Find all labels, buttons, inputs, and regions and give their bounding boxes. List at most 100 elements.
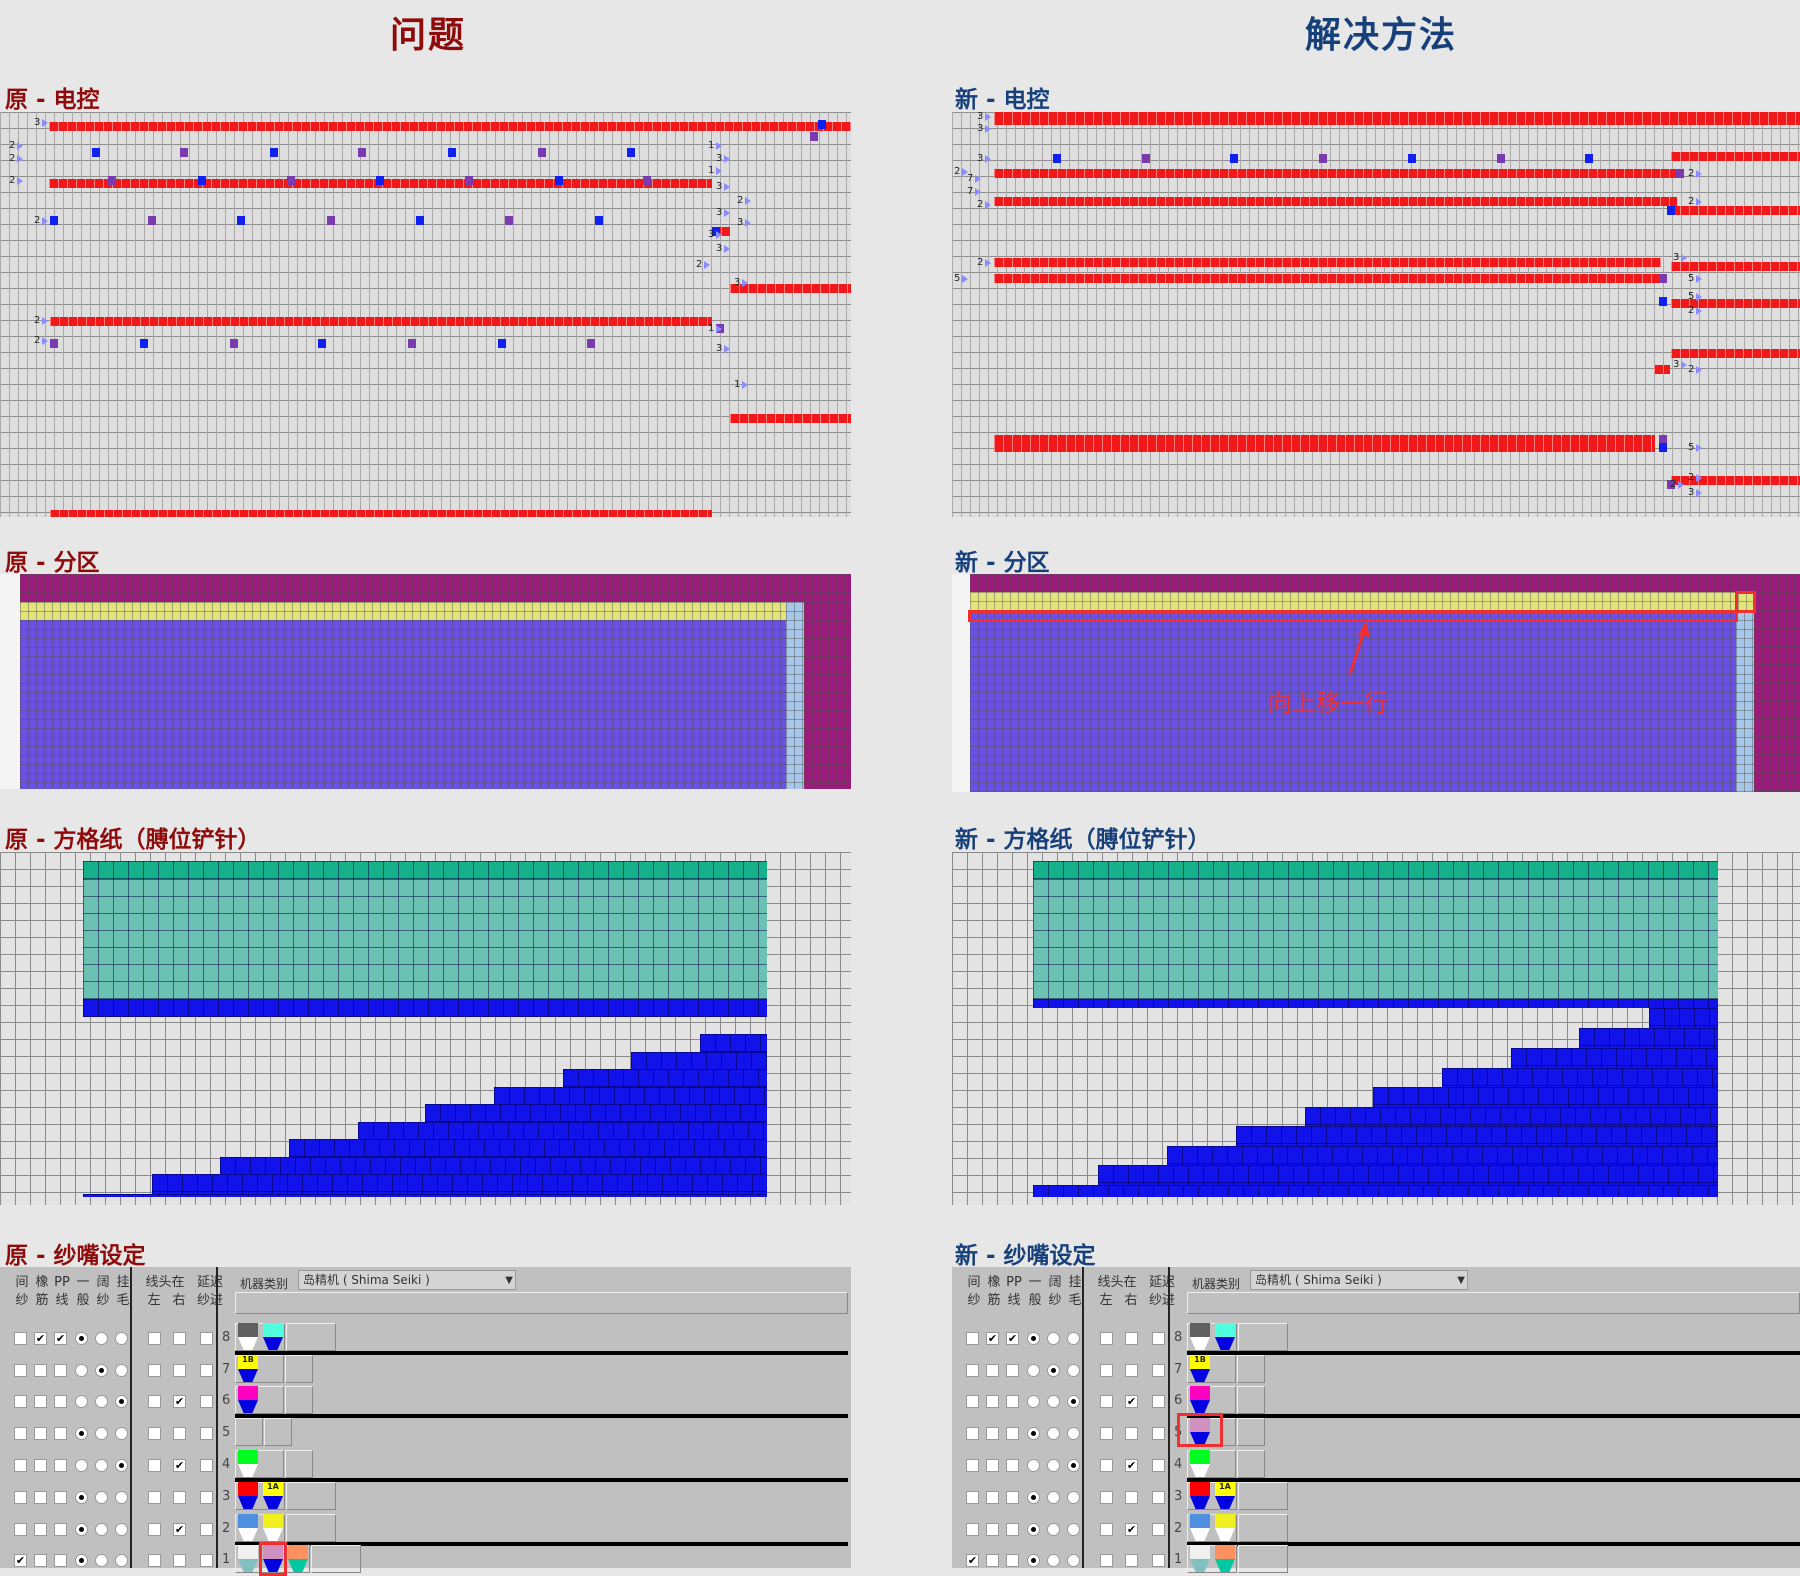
checkbox[interactable] — [34, 1523, 47, 1536]
checkbox[interactable] — [1100, 1364, 1113, 1377]
checkbox[interactable] — [200, 1554, 213, 1567]
yarn-carrier-icon[interactable] — [1190, 1418, 1210, 1446]
checkbox[interactable] — [148, 1427, 161, 1440]
checkbox[interactable] — [200, 1427, 213, 1440]
checkbox[interactable] — [34, 1395, 47, 1408]
checkbox[interactable] — [1006, 1395, 1019, 1408]
checkbox[interactable]: ✔ — [173, 1395, 186, 1408]
checkbox[interactable] — [1100, 1523, 1113, 1536]
machine-type-dropdown[interactable]: 岛精机 ( Shima Seiki ) ▼ — [298, 1270, 516, 1290]
carrier-slot[interactable] — [264, 1418, 292, 1446]
carrier-slot[interactable] — [1187, 1450, 1236, 1478]
checkbox[interactable] — [14, 1491, 27, 1504]
checkbox[interactable] — [200, 1395, 213, 1408]
carrier-slot[interactable] — [235, 1514, 285, 1542]
checkbox[interactable] — [966, 1364, 979, 1377]
carrier-slot[interactable] — [235, 1323, 285, 1351]
checkbox[interactable] — [173, 1554, 186, 1567]
carrier-slot[interactable] — [1187, 1514, 1237, 1542]
carrier-slot[interactable] — [311, 1545, 361, 1573]
radio-button[interactable] — [115, 1364, 128, 1377]
checkbox[interactable]: ✔ — [1125, 1395, 1138, 1408]
yarn-carrier-icon[interactable] — [1190, 1386, 1210, 1414]
checkbox[interactable] — [986, 1459, 999, 1472]
checkbox[interactable] — [986, 1427, 999, 1440]
checkbox[interactable] — [986, 1364, 999, 1377]
checkbox[interactable] — [1006, 1491, 1019, 1504]
carrier-slot[interactable] — [235, 1355, 284, 1383]
radio-button[interactable] — [1027, 1427, 1040, 1440]
radio-button[interactable] — [95, 1523, 108, 1536]
chevron-down-icon[interactable]: ▼ — [1457, 1275, 1465, 1286]
checkbox[interactable] — [1152, 1459, 1165, 1472]
radio-button[interactable] — [75, 1554, 88, 1567]
checkbox[interactable] — [966, 1459, 979, 1472]
checkbox[interactable] — [173, 1364, 186, 1377]
yarn-carrier-icon[interactable] — [288, 1545, 308, 1573]
radio-button[interactable] — [1067, 1332, 1080, 1345]
radio-button[interactable] — [115, 1523, 128, 1536]
checkbox[interactable] — [34, 1364, 47, 1377]
checkbox[interactable] — [1152, 1395, 1165, 1408]
carrier-slot[interactable] — [285, 1355, 313, 1383]
radio-button[interactable] — [1047, 1427, 1060, 1440]
yarn-carrier-icon[interactable] — [1190, 1545, 1210, 1573]
carrier-slot[interactable] — [1237, 1355, 1265, 1383]
yarn-carrier-icon[interactable] — [1190, 1323, 1210, 1351]
radio-button[interactable] — [1027, 1554, 1040, 1567]
carrier-slot[interactable] — [286, 1323, 336, 1351]
yarn-carrier-icon[interactable]: 1A — [263, 1482, 283, 1510]
checkbox[interactable] — [986, 1523, 999, 1536]
carrier-slot[interactable] — [1187, 1323, 1237, 1351]
checkbox[interactable] — [966, 1491, 979, 1504]
carrier-slot[interactable] — [285, 1450, 313, 1478]
radio-button[interactable] — [75, 1523, 88, 1536]
checkbox[interactable] — [986, 1395, 999, 1408]
checkbox[interactable] — [14, 1395, 27, 1408]
checkbox[interactable] — [148, 1523, 161, 1536]
radio-button[interactable] — [1067, 1554, 1080, 1567]
yarn-carrier-icon[interactable] — [238, 1386, 258, 1414]
checkbox[interactable] — [1125, 1332, 1138, 1345]
radio-button[interactable] — [115, 1491, 128, 1504]
checkbox[interactable] — [986, 1554, 999, 1567]
checkbox[interactable] — [14, 1332, 27, 1345]
checkbox[interactable] — [966, 1427, 979, 1440]
checkbox[interactable]: ✔ — [986, 1332, 999, 1345]
checkbox[interactable] — [14, 1459, 27, 1472]
checkbox[interactable] — [1152, 1554, 1165, 1567]
checkbox[interactable] — [173, 1332, 186, 1345]
yarn-carrier-icon[interactable]: 1B — [238, 1355, 258, 1383]
checkbox[interactable] — [1100, 1427, 1113, 1440]
yarn-carrier-icon[interactable] — [1215, 1323, 1235, 1351]
checkbox[interactable]: ✔ — [173, 1523, 186, 1536]
checkbox[interactable]: ✔ — [54, 1332, 67, 1345]
radio-button[interactable] — [75, 1427, 88, 1440]
radio-button[interactable] — [115, 1395, 128, 1408]
checkbox[interactable] — [148, 1332, 161, 1345]
radio-button[interactable] — [1047, 1523, 1060, 1536]
left-partition-grid[interactable] — [0, 574, 851, 789]
right-partition-grid[interactable]: 向上移一行 — [952, 574, 1800, 792]
checkbox[interactable] — [1152, 1332, 1165, 1345]
checkbox[interactable] — [173, 1427, 186, 1440]
checkbox[interactable]: ✔ — [1125, 1523, 1138, 1536]
yarn-carrier-icon[interactable] — [238, 1323, 258, 1351]
checkbox[interactable] — [148, 1554, 161, 1567]
carrier-slot[interactable] — [1237, 1386, 1265, 1414]
radio-button[interactable] — [95, 1459, 108, 1472]
checkbox[interactable] — [1125, 1427, 1138, 1440]
carrier-slot[interactable] — [1238, 1545, 1288, 1573]
checkbox[interactable] — [1152, 1364, 1165, 1377]
carrier-slot[interactable] — [1238, 1514, 1288, 1542]
radio-button[interactable] — [1027, 1491, 1040, 1504]
yarn-carrier-icon[interactable] — [1190, 1450, 1210, 1478]
yarn-carrier-icon[interactable]: 1B — [1190, 1355, 1210, 1383]
radio-button[interactable] — [95, 1364, 108, 1377]
checkbox[interactable] — [54, 1491, 67, 1504]
radio-button[interactable] — [1027, 1459, 1040, 1472]
checkbox[interactable] — [200, 1459, 213, 1472]
checkbox[interactable] — [1100, 1395, 1113, 1408]
checkbox[interactable] — [966, 1332, 979, 1345]
